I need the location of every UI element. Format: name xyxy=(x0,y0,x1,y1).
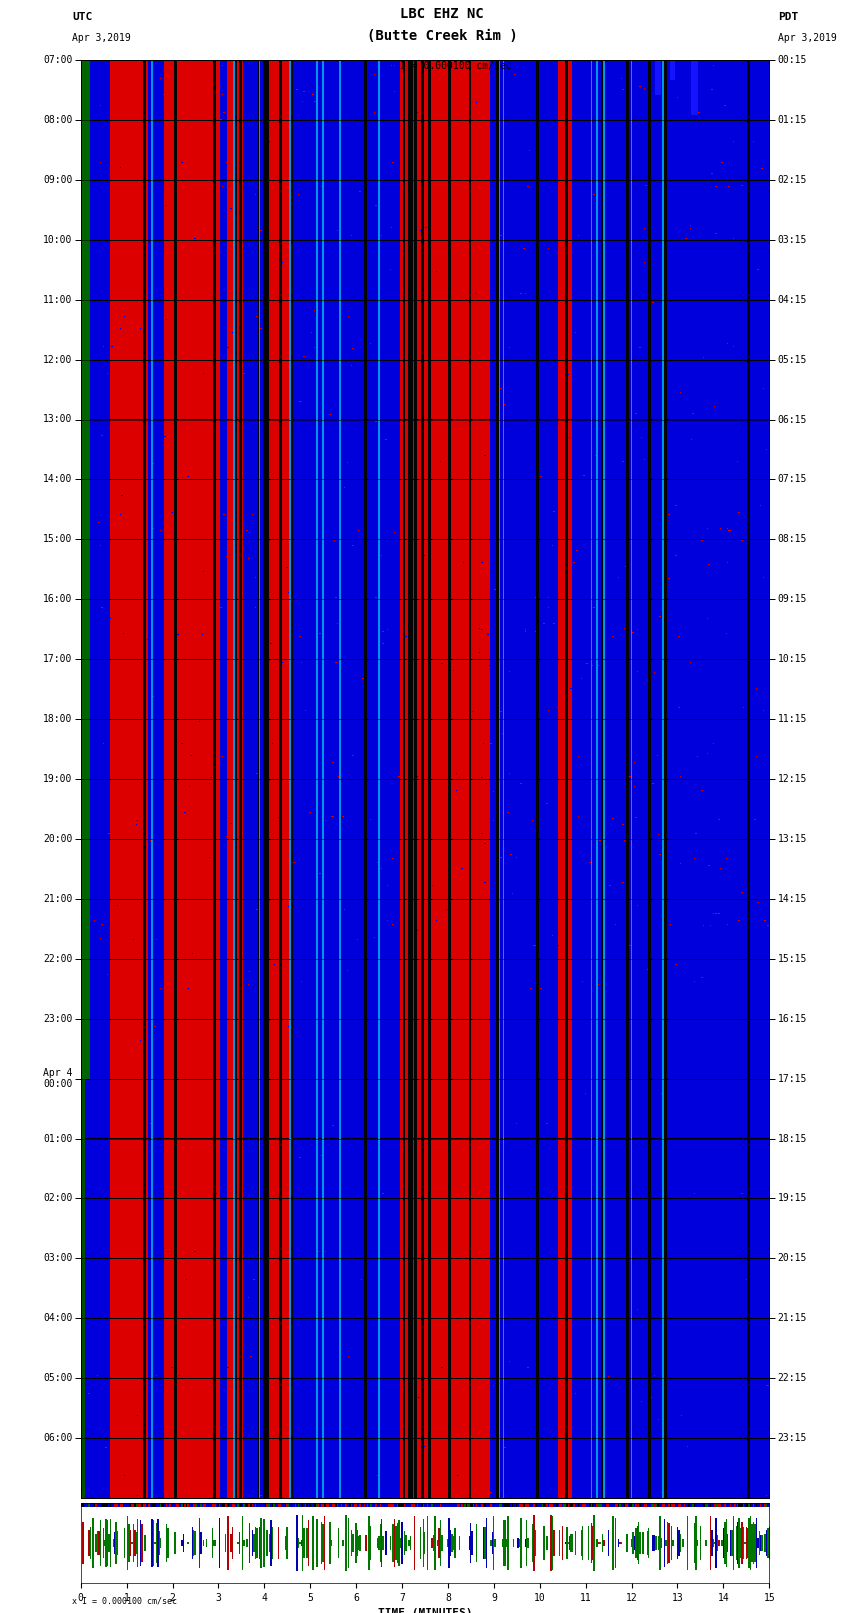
Text: LBC EHZ NC: LBC EHZ NC xyxy=(400,6,484,21)
Text: PDT: PDT xyxy=(778,11,798,23)
Text: x I = 0.000100 cm/sec: x I = 0.000100 cm/sec xyxy=(72,1597,178,1605)
Text: I = 0.000100 cm/sec: I = 0.000100 cm/sec xyxy=(400,61,511,71)
Text: UTC: UTC xyxy=(72,11,93,23)
Text: (Butte Creek Rim ): (Butte Creek Rim ) xyxy=(366,29,518,44)
Text: Apr 3,2019: Apr 3,2019 xyxy=(72,32,131,44)
X-axis label: TIME (MINUTES): TIME (MINUTES) xyxy=(377,1608,473,1613)
Text: Apr 3,2019: Apr 3,2019 xyxy=(778,32,836,44)
